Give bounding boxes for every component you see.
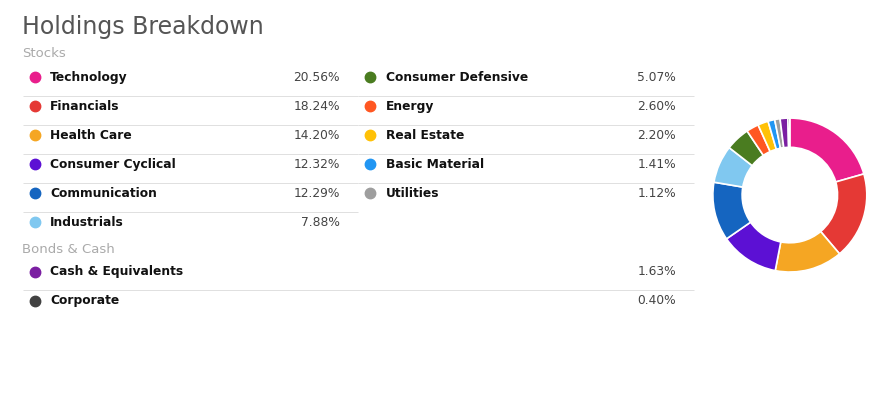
Text: Cash & Equivalents: Cash & Equivalents [50, 265, 183, 278]
Text: Energy: Energy [385, 100, 434, 113]
Text: Technology: Technology [50, 71, 128, 84]
Wedge shape [726, 222, 780, 271]
Text: 0.40%: 0.40% [637, 294, 675, 307]
Text: Health Care: Health Care [50, 129, 131, 142]
Wedge shape [729, 131, 763, 166]
Text: 5.07%: 5.07% [637, 71, 675, 84]
Wedge shape [789, 118, 863, 182]
Text: Basic Material: Basic Material [385, 158, 484, 171]
Text: 7.88%: 7.88% [300, 216, 340, 229]
Text: Utilities: Utilities [385, 187, 439, 200]
Wedge shape [757, 121, 775, 151]
Text: 12.32%: 12.32% [293, 158, 340, 171]
Wedge shape [767, 120, 780, 149]
Wedge shape [780, 118, 788, 148]
Wedge shape [746, 125, 770, 155]
Text: Stocks: Stocks [22, 47, 65, 60]
Text: Industrials: Industrials [50, 216, 123, 229]
Text: 2.20%: 2.20% [637, 129, 675, 142]
Text: 2.60%: 2.60% [637, 100, 675, 113]
Text: 1.63%: 1.63% [637, 265, 675, 278]
Text: 12.29%: 12.29% [293, 187, 340, 200]
Text: Holdings Breakdown: Holdings Breakdown [22, 15, 264, 39]
Text: Consumer Cyclical: Consumer Cyclical [50, 158, 175, 171]
Text: Corporate: Corporate [50, 294, 119, 307]
Wedge shape [820, 174, 865, 254]
Text: 1.12%: 1.12% [637, 187, 675, 200]
Text: Real Estate: Real Estate [385, 129, 464, 142]
Wedge shape [713, 148, 751, 187]
Text: 1.41%: 1.41% [637, 158, 675, 171]
Text: Financials: Financials [50, 100, 120, 113]
Text: 20.56%: 20.56% [293, 71, 340, 84]
Text: Communication: Communication [50, 187, 156, 200]
Wedge shape [774, 119, 783, 148]
Text: 14.20%: 14.20% [293, 129, 340, 142]
Text: 18.24%: 18.24% [293, 100, 340, 113]
Wedge shape [713, 182, 750, 239]
Text: Bonds & Cash: Bonds & Cash [22, 243, 114, 256]
Wedge shape [774, 232, 839, 272]
Text: Consumer Defensive: Consumer Defensive [385, 71, 527, 84]
Wedge shape [787, 118, 789, 147]
